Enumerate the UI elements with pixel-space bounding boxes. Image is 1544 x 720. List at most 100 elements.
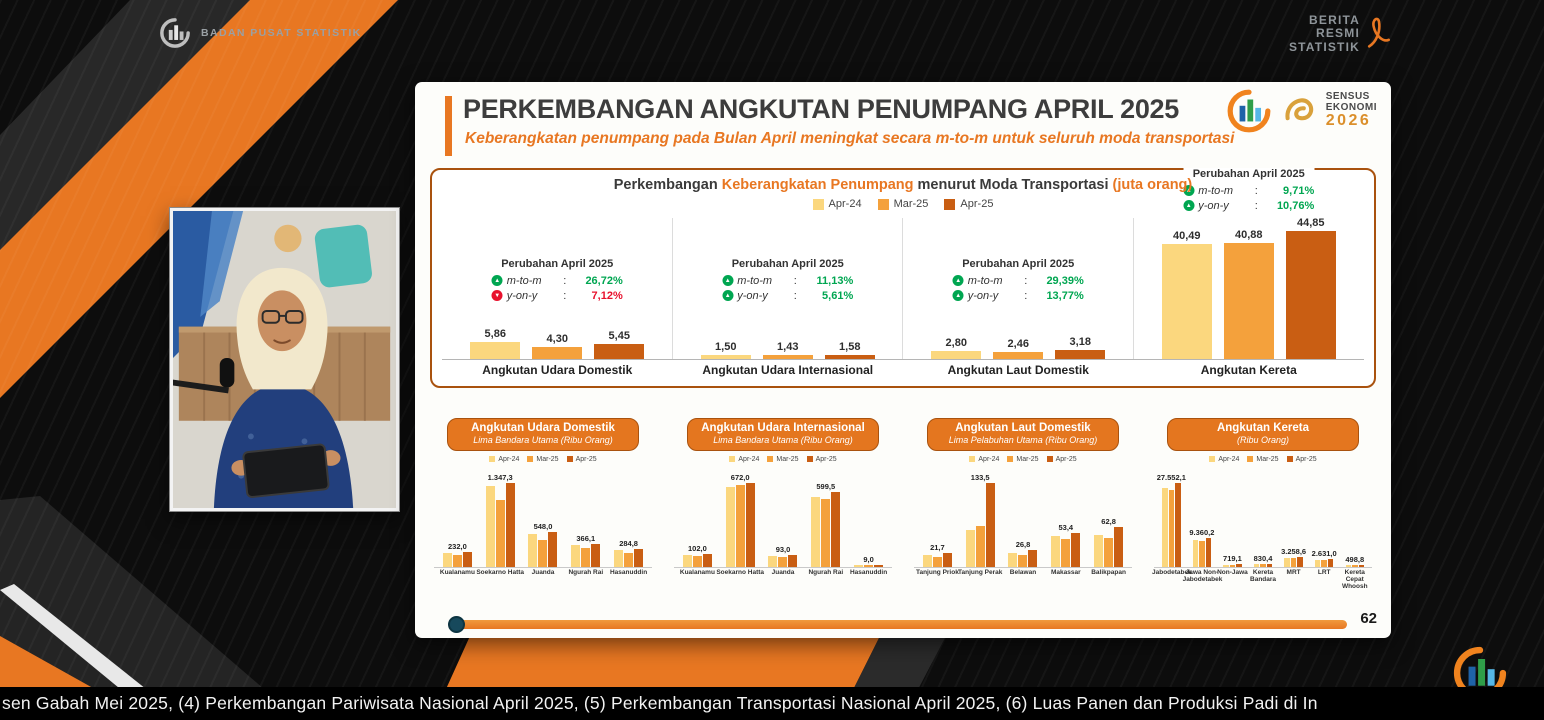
bar-Apr-25 xyxy=(505,482,515,567)
bar-Mar-25 xyxy=(538,539,548,567)
legend-item: Apr-24 xyxy=(729,456,759,463)
category-label: Jawa Non-Jabodetabek xyxy=(1182,568,1223,583)
slide-title: PERKEMBANGAN ANGKUTAN PENUMPANG APRIL 20… xyxy=(463,94,1179,124)
chart-group: 102,0 Kualanamu xyxy=(676,544,719,576)
bar-Mar-25 xyxy=(532,346,583,359)
bar-column: 40,88 xyxy=(1223,229,1274,359)
chart-group: 366,1 Ngurah Rai xyxy=(564,534,607,576)
small-chart-panel: Angkutan Udara Domestik Lima Bandara Utam… xyxy=(430,418,656,618)
chart-group: 1.347,3 Soekarno Hatta xyxy=(476,473,524,576)
arrow-up-icon: ▲ xyxy=(722,290,734,301)
change-box-title: Perubahan April 2025 xyxy=(1192,168,1305,181)
chart-group: 53,4 Makassar xyxy=(1044,523,1087,576)
change-value: 26,72% xyxy=(585,274,623,287)
bar-Mar-25 xyxy=(1229,564,1236,567)
arrow-up-icon: ▲ xyxy=(952,275,964,286)
bar-Mar-25 xyxy=(993,352,1044,359)
change-colon: : xyxy=(793,289,797,302)
bars-row xyxy=(614,548,644,567)
bar-Apr-25 xyxy=(1055,349,1106,359)
group-value-label: 133,5 xyxy=(970,472,990,482)
bar-Apr-25 xyxy=(591,543,601,567)
bar-Apr-24 xyxy=(931,351,982,359)
panel-title: Angkutan Udara Internasional xyxy=(701,422,865,434)
slide-progress-bar xyxy=(448,616,1347,633)
presenter-webcam-frame xyxy=(169,207,400,512)
bps-logo-mono-icon xyxy=(160,18,190,48)
bar-Apr-25 xyxy=(874,565,884,567)
bar-Apr-25 xyxy=(1266,564,1273,567)
bar-Apr-25 xyxy=(745,482,755,567)
bars-row xyxy=(768,554,798,567)
group-value-label: 548,0 xyxy=(533,522,553,532)
legend-item: Apr-24 xyxy=(812,198,862,210)
brs-orange-swoosh-icon xyxy=(1367,17,1390,48)
small-charts-row: Angkutan Udara Domestik Lima Bandara Utam… xyxy=(430,418,1376,618)
bars-row xyxy=(811,491,841,567)
bar-Mar-25 xyxy=(1260,564,1266,567)
bar-value-label: 2,80 xyxy=(945,337,967,349)
panel-header: Angkutan Udara Internasional Lima Bandara… xyxy=(687,418,879,451)
bar-Apr-24 xyxy=(811,497,821,567)
legend-item: Mar-25 xyxy=(877,198,928,210)
legend-swatch xyxy=(877,198,889,210)
arrow-up-icon: ▲ xyxy=(722,275,734,286)
bars-row xyxy=(528,532,558,567)
main-chart-legend: Apr-24 Mar-25 Apr-25 xyxy=(432,198,1374,210)
legend-label: Mar-25 xyxy=(1016,455,1039,463)
bar-Mar-25 xyxy=(1223,242,1274,359)
legend-item: Mar-25 xyxy=(767,455,799,463)
group-value-label: 599,5 xyxy=(816,481,836,491)
legend-label: Mar-25 xyxy=(776,455,799,463)
sensus-line2: EKONOMI xyxy=(1325,101,1377,113)
legend-label: Mar-25 xyxy=(1256,455,1279,463)
arrow-up-icon: ▲ xyxy=(1183,185,1195,196)
legend-swatch xyxy=(729,456,736,463)
bars-row: 1,50 1,43 1,58 xyxy=(673,341,904,359)
brs-line: BERITA xyxy=(1309,13,1360,27)
category-label: Kereta Bandara xyxy=(1250,568,1277,583)
change-box-title: Perubahan April 2025 xyxy=(501,258,614,271)
group-value-label: 9.360,2 xyxy=(1189,528,1215,538)
change-row: ▼ y-on-y: 7,12% xyxy=(491,288,623,303)
change-colon: : xyxy=(563,289,567,302)
change-value: 13,77% xyxy=(1046,289,1084,302)
change-value: 9,71% xyxy=(1283,184,1315,197)
chart-group: 27.552,1 Jabodetabek xyxy=(1152,472,1192,576)
category-label: MRT xyxy=(1286,568,1301,576)
bar-column: 5,86 xyxy=(470,328,521,359)
ticker-text: sen Gabah Mei 2025, (4) Perkembangan Par… xyxy=(2,693,1318,713)
legend-item: Mar-25 xyxy=(1007,455,1039,463)
bars-row xyxy=(922,552,952,567)
slide-subtitle: Keberangkatan penumpang pada Bulan April… xyxy=(465,130,1235,147)
bar-Apr-25 xyxy=(788,554,798,567)
bar-value-label: 44,85 xyxy=(1296,217,1325,230)
bar-Apr-25 xyxy=(462,552,472,567)
bars-row xyxy=(1314,558,1334,567)
bar-Apr-24 xyxy=(1314,559,1321,567)
bars-row: 40,49 40,88 44,85 xyxy=(1134,217,1365,359)
panel-title: Angkutan Kereta xyxy=(1216,422,1309,434)
bar-Mar-25 xyxy=(581,548,591,567)
chart-group: 9.360,2 Jawa Non-Jabodetabek xyxy=(1183,528,1223,583)
group-value-label: 27.552,1 xyxy=(1156,472,1186,482)
arrow-down-icon: ▼ xyxy=(491,290,503,301)
change-row: ▲ y-on-y: 10,76% xyxy=(1183,198,1314,213)
group-value-label: 232,0 xyxy=(448,542,467,552)
bar-column: 44,85 xyxy=(1285,217,1336,359)
page-number: 62 xyxy=(1360,610,1377,627)
bar-Mar-25 xyxy=(735,484,745,567)
bar-column: 2,80 xyxy=(931,337,982,359)
bar-Apr-24 xyxy=(1284,557,1290,567)
bar-Apr-24 xyxy=(571,544,581,567)
chart-group-4: Perubahan April 2025 ▲ m-to-m:9,71% ▲ y-on-y… xyxy=(1134,168,1365,377)
group-value-label: 26,8 xyxy=(1015,539,1031,549)
chart-group-3: Perubahan April 2025 ▲ m-to-m:29,39% ▲ y-on-… xyxy=(903,174,1134,377)
legend-swatch xyxy=(566,456,573,463)
group-value-label: 62,8 xyxy=(1101,517,1116,527)
chart-group: 232,0 Kualanamu xyxy=(436,542,479,576)
category-label: Angkutan Udara Domestik xyxy=(482,363,633,377)
legend-item: Apr-25 xyxy=(944,198,993,210)
legend-label: Apr-25 xyxy=(575,455,597,463)
bar-Apr-25 xyxy=(1297,556,1303,567)
